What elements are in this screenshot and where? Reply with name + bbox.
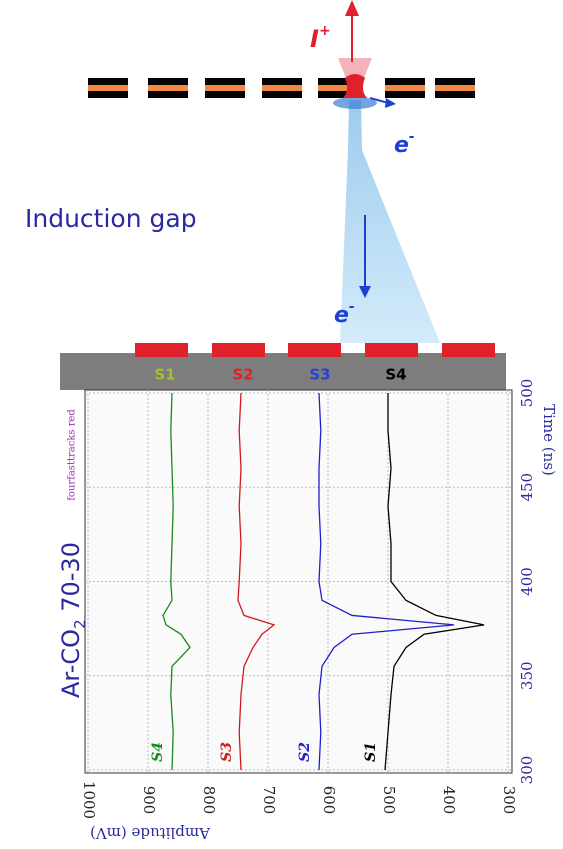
- pad: [442, 343, 495, 357]
- page: body { margin: 0; background: #fff; font…: [0, 0, 563, 849]
- x-tick-label: 500: [518, 379, 536, 408]
- run-label: fourfasttracks red: [67, 409, 78, 501]
- electron-label-sup: -: [349, 299, 355, 315]
- electron-label-base: e: [394, 133, 409, 158]
- strip-label: S3: [309, 366, 330, 384]
- pad: [365, 343, 418, 357]
- ion-label: I+: [310, 23, 331, 53]
- electrode-stripe: [435, 85, 475, 91]
- y-axis-title: Amplitude (mV): [90, 824, 211, 842]
- strip-label: S1: [154, 366, 175, 384]
- x-axis-title: Time (ns): [540, 404, 558, 476]
- x-tick-label: 350: [518, 661, 536, 690]
- figure: I+ e- e- Induction gap S1S2S3S4 10009008…: [0, 0, 563, 849]
- gas-label-sub: 2: [71, 619, 89, 629]
- electron-cloud: [340, 100, 440, 343]
- y-tick-label: 1000: [80, 781, 98, 819]
- ion-label-base: I: [310, 25, 319, 53]
- electrode-stripe: [205, 85, 245, 91]
- y-tick-label: 600: [320, 786, 338, 815]
- y-tick-label: 800: [200, 786, 218, 815]
- trace-label: S4: [150, 742, 166, 762]
- gas-label-prefix: Ar-CO: [57, 629, 85, 698]
- trace-label: S2: [297, 742, 313, 762]
- electron-label-base: e: [334, 303, 349, 328]
- y-tick-label: 700: [260, 786, 278, 815]
- body: { "diagram": { "ion_label": {"base": "I"…: [0, 0, 563, 849]
- electrode-stripe: [262, 85, 302, 91]
- strip-label: S4: [385, 366, 406, 384]
- y-tick-label: 300: [500, 786, 518, 815]
- y-tick-label: 900: [140, 786, 158, 815]
- pad: [288, 343, 341, 357]
- strip-label: S2: [232, 366, 253, 384]
- ion-arrowhead: [345, 0, 359, 16]
- electrode-stripe: [88, 85, 128, 91]
- x-tick-label: 450: [518, 473, 536, 502]
- gap-label: Induction gap: [25, 204, 197, 233]
- gem-electrode: [88, 78, 475, 98]
- gas-label: Ar-CO2 70-30: [57, 542, 89, 698]
- y-tick-label: 400: [440, 786, 458, 815]
- trace-label: S3: [219, 742, 235, 762]
- pad: [135, 343, 188, 357]
- electrode-stripe: [385, 85, 425, 91]
- electron-label: e-: [394, 129, 415, 158]
- y-tick-label: 500: [380, 786, 398, 815]
- electrode-stripe: [148, 85, 188, 91]
- trace-label: S1: [363, 742, 379, 762]
- x-tick-label: 400: [518, 567, 536, 596]
- pad: [212, 343, 265, 357]
- electron-label-sup: -: [409, 129, 415, 145]
- readout-board: [60, 353, 506, 390]
- drift-arrowhead: [385, 98, 396, 108]
- gas-label-suffix: 70-30: [57, 542, 85, 619]
- x-tick-label: 300: [518, 756, 536, 785]
- ion-label-sup: +: [319, 23, 331, 39]
